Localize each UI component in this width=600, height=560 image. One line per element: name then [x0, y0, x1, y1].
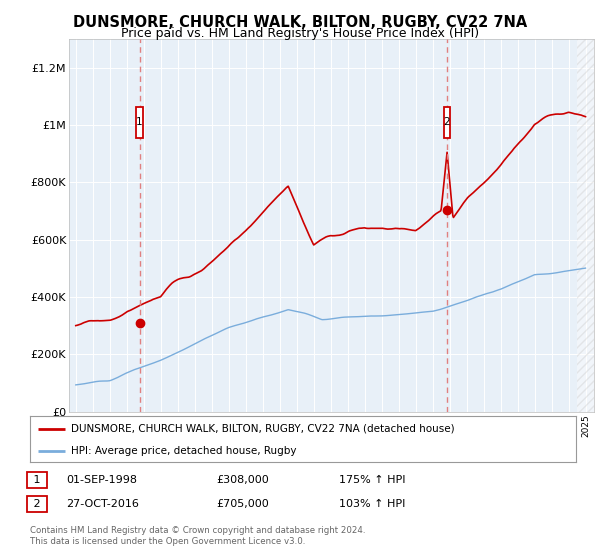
Text: 1: 1: [30, 475, 44, 485]
Text: HPI: Average price, detached house, Rugby: HPI: Average price, detached house, Rugb…: [71, 446, 296, 455]
Text: 175% ↑ HPI: 175% ↑ HPI: [339, 475, 406, 485]
Text: £705,000: £705,000: [216, 499, 269, 509]
FancyBboxPatch shape: [443, 106, 450, 138]
Text: DUNSMORE, CHURCH WALK, BILTON, RUGBY, CV22 7NA (detached house): DUNSMORE, CHURCH WALK, BILTON, RUGBY, CV…: [71, 424, 455, 434]
Text: Price paid vs. HM Land Registry's House Price Index (HPI): Price paid vs. HM Land Registry's House …: [121, 27, 479, 40]
Bar: [577, 39, 594, 412]
FancyBboxPatch shape: [136, 106, 143, 138]
Text: DUNSMORE, CHURCH WALK, BILTON, RUGBY, CV22 7NA: DUNSMORE, CHURCH WALK, BILTON, RUGBY, CV…: [73, 15, 527, 30]
Text: Contains HM Land Registry data © Crown copyright and database right 2024.
This d: Contains HM Land Registry data © Crown c…: [30, 526, 365, 546]
Text: 2: 2: [30, 499, 44, 509]
Text: 1: 1: [136, 117, 143, 127]
Text: 2: 2: [443, 117, 450, 127]
Text: 27-OCT-2016: 27-OCT-2016: [66, 499, 139, 509]
Text: £308,000: £308,000: [216, 475, 269, 485]
Text: 01-SEP-1998: 01-SEP-1998: [66, 475, 137, 485]
Text: 103% ↑ HPI: 103% ↑ HPI: [339, 499, 406, 509]
